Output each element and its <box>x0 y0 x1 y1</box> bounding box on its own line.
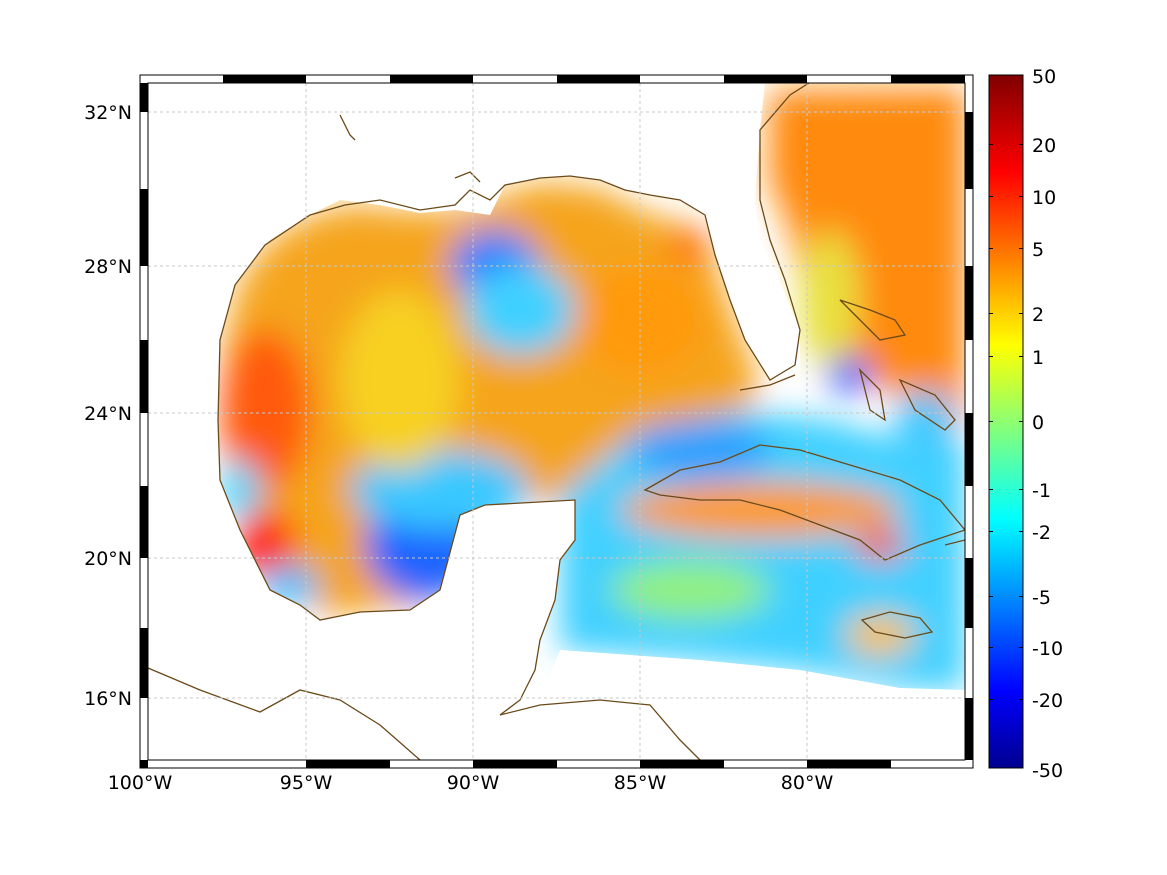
yellow-band <box>340 290 460 470</box>
colorbar-tick-label: 1 <box>1032 347 1044 369</box>
atlantic-field <box>768 88 965 430</box>
colorbar-tick-label: 10 <box>1032 187 1056 209</box>
colorbar-tick-label: -2 <box>1032 522 1051 544</box>
colorbar-tick-label: 50 <box>1032 66 1056 88</box>
colorbar-ticks <box>989 144 1023 700</box>
colorbar-tick-label: -1 <box>1032 480 1051 502</box>
cuba-coastline <box>643 444 965 561</box>
ne-warm-blob <box>670 227 710 263</box>
y-tick-label: 16°N <box>84 688 132 710</box>
x-tick-label: 100°W <box>108 772 173 794</box>
y-axis: 32°N 28°N 24°N 20°N 16°N <box>84 102 132 710</box>
x-axis: 100°W 95°W 90°W 85°W 80°W <box>108 772 834 794</box>
y-tick-label: 24°N <box>84 403 132 425</box>
x-tick-label: 80°W <box>781 772 834 794</box>
straits-blue-blob <box>630 420 770 480</box>
barrier-islands <box>339 114 481 183</box>
jamaica-warm-blob <box>845 615 915 655</box>
caribbean-green-blob <box>610 560 770 620</box>
colorbar-tick-label: -5 <box>1032 587 1051 609</box>
colorbar-gradient <box>988 74 1024 769</box>
colorbar: 50 20 10 5 2 1 0 -1 -2 -5 -10 -20 -50 <box>988 66 1063 782</box>
caribbean-south-land <box>540 650 965 760</box>
west-warm-blob <box>220 330 310 490</box>
colorbar-tick-label: -10 <box>1032 638 1063 660</box>
gulf-north-coast-land <box>148 83 800 420</box>
y-tick-label: 28°N <box>84 256 132 278</box>
us-gulf-coastline <box>234 83 811 381</box>
mexico-land <box>148 420 965 760</box>
cuba-hot-blob <box>855 530 905 560</box>
keys-coastline <box>739 374 796 391</box>
x-tick-label: 85°W <box>614 772 667 794</box>
colorbar-tick-label: 20 <box>1032 135 1056 157</box>
central-america-coastline <box>148 667 421 760</box>
map-frame <box>139 74 974 769</box>
bahama-blue-blob <box>828 357 872 393</box>
bahamas-coastline <box>839 299 956 431</box>
colorbar-tick-label: 5 <box>1032 239 1044 261</box>
graticule <box>148 83 965 760</box>
y-tick-label: 32°N <box>84 102 132 124</box>
land-masks <box>148 83 965 760</box>
colorbar-tick-label: -50 <box>1032 760 1063 782</box>
honduras-coastline <box>499 699 701 760</box>
mexico-gulf-coastline <box>217 284 576 716</box>
x-tick-label: 90°W <box>447 772 500 794</box>
x-tick-label: 95°W <box>280 772 333 794</box>
y-tick-label: 20°N <box>84 548 132 570</box>
hispaniola-coastline <box>944 539 965 546</box>
jamaica-coastline <box>860 611 934 639</box>
colorbar-tick-label: 0 <box>1032 412 1044 434</box>
coastlines <box>148 83 965 760</box>
colorbar-tick-label: 2 <box>1032 304 1044 326</box>
cuba-warm-band <box>620 482 900 538</box>
colorbar-tick-label: -20 <box>1032 690 1063 712</box>
atlantic-yellow-band <box>800 230 860 370</box>
central-cyan-blob <box>465 265 575 355</box>
bahama-cyan-blob <box>895 390 955 450</box>
